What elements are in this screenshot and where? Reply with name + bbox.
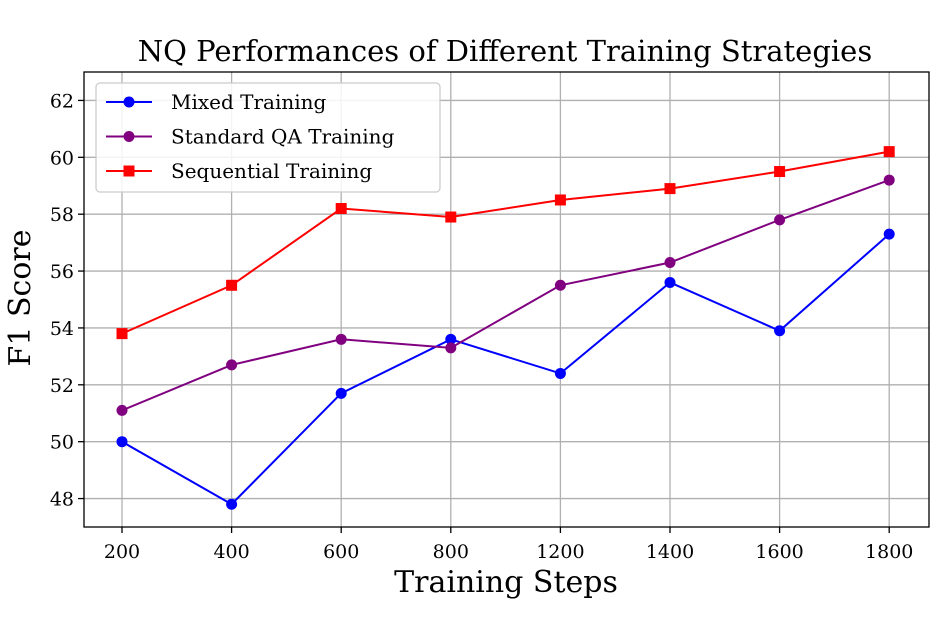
- legend-label: Standard QA Training: [171, 125, 395, 149]
- legend-label: Sequential Training: [171, 159, 372, 183]
- legend-item-mixed-training: Mixed Training: [106, 90, 327, 114]
- data-point-sequential-training: [226, 279, 238, 291]
- x-tick-label: 800: [433, 541, 469, 563]
- data-point-mixed-training: [664, 276, 676, 288]
- data-point-mixed-training: [116, 436, 128, 448]
- x-tick-label: 1400: [646, 541, 694, 563]
- data-point-standard-qa-training: [445, 342, 457, 354]
- data-point-mixed-training: [554, 367, 566, 379]
- data-point-standard-qa-training: [226, 359, 238, 371]
- y-tick-label: 50: [50, 432, 74, 454]
- data-point-sequential-training: [774, 166, 786, 178]
- data-point-standard-qa-training: [116, 404, 128, 416]
- grid: [84, 72, 929, 527]
- series-line-sequential-training: [121, 150, 890, 335]
- data-point-mixed-training: [883, 228, 895, 240]
- y-tick-label: 60: [50, 147, 74, 169]
- chart-title: NQ Performances of Different Training St…: [138, 34, 872, 68]
- data-point-standard-qa-training: [664, 257, 676, 269]
- data-point-sequential-training: [554, 194, 566, 206]
- series-line-standard-qa-training: [121, 179, 890, 412]
- legend-label: Mixed Training: [171, 90, 327, 114]
- x-tick-label: 200: [104, 541, 140, 563]
- legend-marker: [123, 96, 135, 108]
- y-axis-label: F1 Score: [3, 230, 38, 367]
- y-tick-label: 48: [50, 489, 74, 511]
- series-layer: [116, 146, 895, 510]
- data-point-standard-qa-training: [883, 174, 895, 186]
- data-point-standard-qa-training: [774, 214, 786, 226]
- data-point-sequential-training: [664, 183, 676, 195]
- series-mixed-training: [116, 228, 895, 510]
- data-point-sequential-training: [335, 203, 347, 214]
- x-tick-label: 400: [213, 541, 249, 563]
- data-point-mixed-training: [226, 498, 238, 510]
- series-standard-qa-training: [116, 174, 895, 416]
- y-tick-label: 54: [50, 318, 74, 340]
- data-point-mixed-training: [335, 387, 347, 399]
- x-tick-label: 600: [323, 541, 359, 563]
- x-axis: 200 400 600 800 1200 1400 1600 1800: [104, 527, 913, 563]
- y-tick-label: 58: [50, 204, 74, 226]
- data-point-sequential-training: [883, 146, 895, 158]
- legend-box: [95, 82, 441, 193]
- data-point-mixed-training: [445, 333, 457, 345]
- series-line-mixed-training: [121, 233, 890, 506]
- legend-item-sequential-training: Sequential Training: [106, 159, 372, 183]
- data-point-mixed-training: [774, 325, 786, 337]
- data-point-standard-qa-training: [554, 279, 566, 291]
- x-tick-label: 1600: [755, 541, 803, 563]
- series-sequential-training: [116, 146, 895, 340]
- x-tick-label: 1800: [865, 541, 913, 563]
- legend: Mixed Training Standard QA Training Sequen…: [95, 82, 441, 193]
- y-axis: 48 50 52 54 56 58 60 62: [50, 90, 84, 511]
- legend-marker: [123, 131, 135, 142]
- legend-item-standard-qa-training: Standard QA Training: [106, 125, 395, 149]
- data-point-sequential-training: [445, 211, 457, 223]
- data-point-standard-qa-training: [335, 333, 347, 345]
- y-tick-label: 52: [50, 375, 74, 397]
- data-point-sequential-training: [116, 328, 128, 340]
- y-tick-label: 62: [50, 90, 74, 112]
- y-tick-label: 56: [50, 261, 74, 283]
- x-tick-label: 1200: [536, 541, 584, 563]
- plot-frame: [83, 71, 930, 528]
- legend-marker: [123, 165, 135, 177]
- x-axis-label: Training Steps: [394, 565, 618, 600]
